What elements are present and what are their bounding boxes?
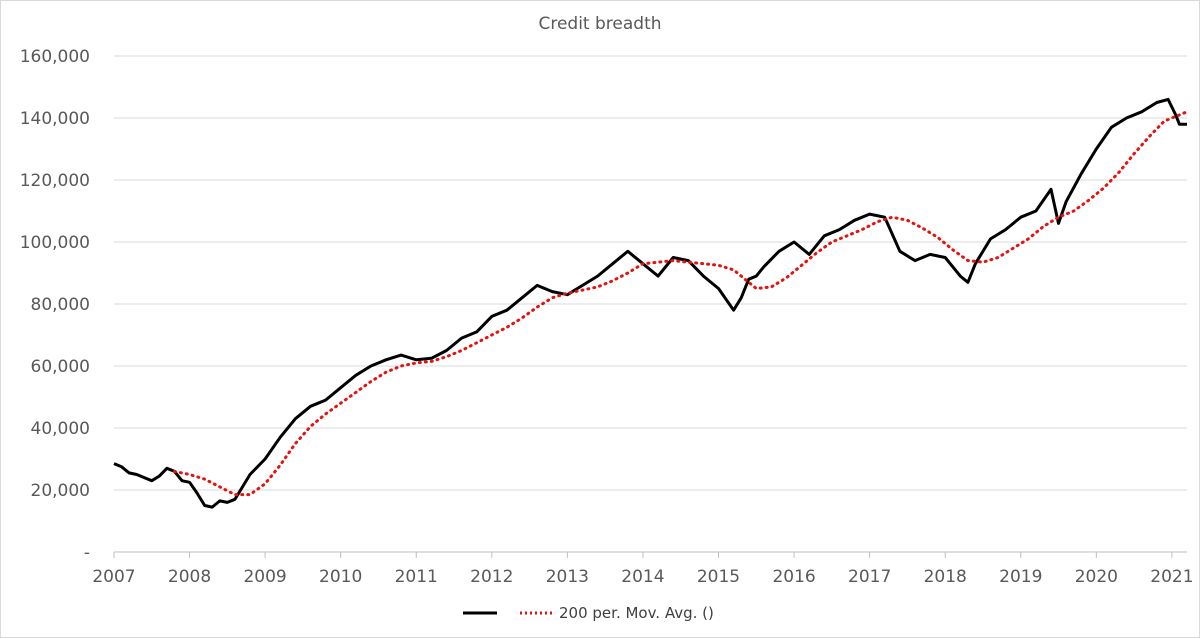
chart-title: Credit breadth [538,14,661,34]
gridlines [114,55,1187,491]
x-tick-label: 2013 [546,567,589,587]
x-tick-label: 2015 [697,567,740,587]
y-tick-label: 120,000 [20,171,90,191]
x-tick-label: 2014 [621,567,664,587]
x-tick-label: 2019 [999,567,1042,587]
x-tick-label: 2010 [319,567,362,587]
x-tick-label: 2018 [924,567,967,587]
legend-label-moving-average: 200 per. Mov. Avg. () [559,604,714,622]
legend: 200 per. Mov. Avg. () [463,604,714,622]
y-tick-label: - [84,543,90,563]
x-tick-label: 2017 [848,567,891,587]
x-tick-label: 2007 [92,567,135,587]
x-tick-label: 2020 [1075,567,1118,587]
x-tick-label: 2012 [470,567,513,587]
series-line-credit-breadth [113,97,1187,509]
series-layer [113,97,1189,509]
y-tick-label: 160,000 [20,47,90,67]
x-tick-label: 2008 [168,567,211,587]
y-tick-label: 80,000 [31,295,90,315]
series-line-moving-average [173,110,1189,497]
x-tick-label: 2021 [1150,567,1193,587]
x-tick-label: 2016 [772,567,815,587]
x-axis: 2007 2008 2009 2010 2011 2012 2013 2014 2015 2016… [92,551,1194,587]
y-tick-label: 40,000 [31,419,90,439]
y-axis-tick-labels: - 20,000 40,000 60,000 80,000 100,000 120,000 1… [20,47,90,563]
y-tick-label: 140,000 [20,109,90,129]
y-tick-label: 20,000 [31,481,90,501]
y-tick-label: 100,000 [20,233,90,253]
y-tick-label: 60,000 [31,357,90,377]
x-tick-label: 2011 [395,567,438,587]
x-tick-label: 2009 [243,567,286,587]
